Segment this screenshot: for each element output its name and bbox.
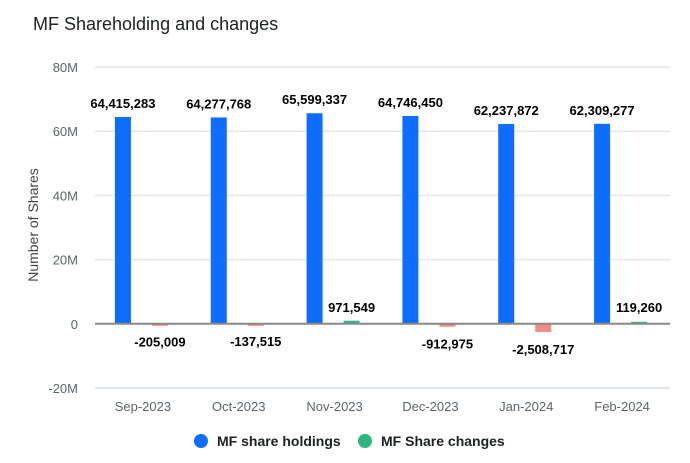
bar-changes xyxy=(535,323,552,332)
data-label-holdings: 62,309,277 xyxy=(570,103,635,118)
data-label-changes: -205,009 xyxy=(134,334,185,349)
x-tick-label: Nov-2023 xyxy=(306,399,362,414)
bar-changes xyxy=(343,320,360,324)
x-tick-label: Dec-2023 xyxy=(402,399,458,414)
data-label-holdings: 64,746,450 xyxy=(378,95,443,110)
bar-holdings xyxy=(594,123,611,324)
bar-holdings xyxy=(498,124,515,324)
data-label-changes: -912,975 xyxy=(422,337,473,352)
bar-changes xyxy=(439,323,456,327)
y-tick-label: 40M xyxy=(53,188,78,203)
x-tick-label: Sep-2023 xyxy=(115,399,171,414)
y-axis-label: Number of Shares xyxy=(25,168,41,282)
data-label-changes: 119,260 xyxy=(616,300,662,315)
data-label-holdings: 62,237,872 xyxy=(474,103,539,118)
legend-label-holdings: MF share holdings xyxy=(217,433,341,449)
data-label-changes: 971,549 xyxy=(328,300,375,315)
bar-holdings xyxy=(210,117,227,324)
legend-marker-changes xyxy=(358,434,372,448)
y-tick-label: -20M xyxy=(48,381,78,396)
bar-holdings xyxy=(114,117,131,324)
bar-holdings xyxy=(306,113,323,324)
data-label-holdings: 65,599,337 xyxy=(282,92,347,107)
chart-title: MF Shareholding and changes xyxy=(33,14,279,34)
x-tick-label: Jan-2024 xyxy=(499,399,553,414)
data-label-changes: -137,515 xyxy=(230,334,281,349)
x-tick-label: Feb-2024 xyxy=(594,399,650,414)
data-label-holdings: 64,277,768 xyxy=(186,96,251,111)
y-tick-label: 60M xyxy=(53,124,78,139)
bar-holdings xyxy=(402,115,419,324)
y-tick-label: 20M xyxy=(53,253,78,268)
x-tick-label: Oct-2023 xyxy=(212,399,265,414)
legend-label-changes: MF Share changes xyxy=(381,433,505,449)
data-label-changes: -2,508,717 xyxy=(512,342,574,357)
y-tick-label: 80M xyxy=(53,60,78,75)
y-tick-label: 0 xyxy=(71,317,78,332)
data-label-holdings: 64,415,283 xyxy=(90,96,155,111)
legend-marker-holdings xyxy=(194,434,208,448)
